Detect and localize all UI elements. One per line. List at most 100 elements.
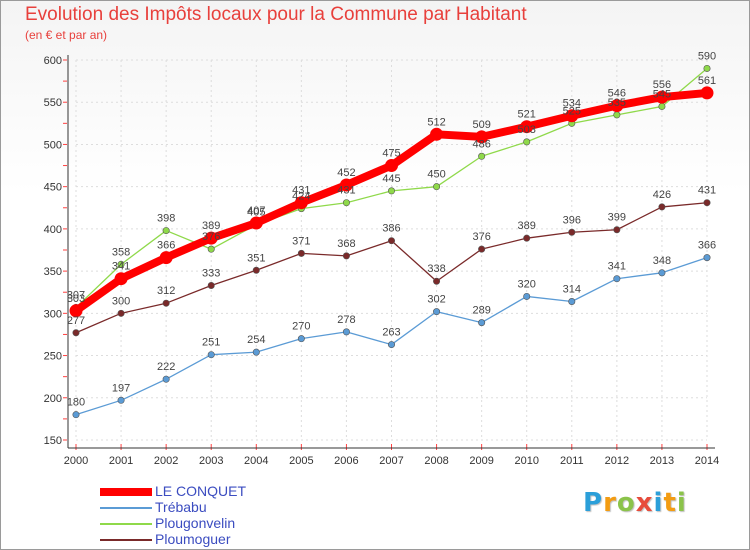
legend-item: LE CONQUET [100,483,380,500]
data-label: 424 [292,191,310,203]
data-point [162,299,170,307]
data-label: 371 [292,235,310,247]
data-point [252,266,260,274]
data-label: 366 [698,240,716,252]
data-point [478,245,486,253]
data-label: 525 [563,105,581,117]
data-point [162,227,170,235]
data-point [700,86,714,100]
data-point [433,183,441,191]
data-label: 431 [698,185,716,197]
y-tick-label: 400 [44,224,62,236]
data-label: 303 [67,293,85,305]
data-point [387,341,395,349]
data-label: 254 [247,334,265,346]
data-point [613,226,621,234]
data-point [658,203,666,211]
data-label: 222 [157,361,175,373]
legend-swatch [100,488,152,496]
y-tick-label: 300 [44,308,62,320]
y-tick-label: 150 [44,435,62,447]
data-label: 486 [472,138,490,150]
logo-letter: t [663,488,677,518]
data-point [207,281,215,289]
data-label: 396 [563,214,581,226]
data-label: 341 [112,261,130,273]
data-point [159,251,173,265]
logo-letter: r [603,488,617,518]
data-label: 534 [563,98,581,110]
data-label: 376 [472,231,490,243]
data-label: 348 [653,255,671,267]
data-point [610,99,624,113]
x-tick-label: 2008 [424,455,448,467]
x-tick-label: 2012 [605,455,629,467]
data-label: 270 [292,321,310,333]
data-point [655,90,669,104]
data-point [342,252,350,260]
y-tick-label: 600 [44,55,62,67]
data-point [478,152,486,160]
data-label: 475 [382,148,400,160]
data-point [703,199,711,207]
y-tick-label: 500 [44,139,62,151]
x-tick-label: 2011 [560,455,584,467]
data-label: 590 [698,50,716,62]
data-point [433,277,441,285]
data-point [204,231,218,245]
data-point [568,228,576,236]
legend-item: Ploumoguer [100,531,380,548]
data-label: 197 [112,382,130,394]
data-label: 314 [563,284,581,296]
x-tick-label: 2010 [514,455,538,467]
data-label: 277 [67,315,85,327]
data-label: 320 [518,278,536,290]
logo-letter: o [616,488,636,518]
x-tick-label: 2005 [289,455,313,467]
data-label: 300 [112,295,130,307]
data-label: 368 [337,238,355,250]
data-point [342,199,350,207]
data-label: 376 [202,231,220,243]
legend-swatch [100,507,152,509]
data-point [162,375,170,383]
data-point [703,64,711,72]
data-point [297,335,305,343]
data-label: 389 [202,220,220,232]
y-tick-label: 200 [44,393,62,405]
data-label: 312 [157,285,175,297]
x-tick-label: 2001 [109,455,133,467]
data-point [568,298,576,306]
x-tick-label: 2003 [199,455,223,467]
legend-label: Ploumoguer [155,531,231,547]
data-point [387,187,395,195]
data-point [475,130,489,144]
logo-letter: i [653,488,664,518]
data-point [72,329,80,337]
data-label: 366 [157,240,175,252]
logo-letter: x [635,488,654,518]
data-point [69,304,83,318]
data-point [297,249,305,257]
data-label: 450 [427,169,445,181]
data-point [339,178,353,192]
data-label: 341 [608,261,626,273]
data-point [703,254,711,262]
data-label: 512 [427,116,445,128]
x-tick-label: 2000 [64,455,88,467]
logo-letter: P [583,488,604,518]
data-label: 405 [247,207,265,219]
data-point [249,216,263,230]
data-point [523,234,531,242]
y-tick-label: 350 [44,266,62,278]
x-tick-label: 2013 [650,455,674,467]
data-label: 431 [292,185,310,197]
legend-label: Plougonvelin [155,515,236,531]
data-label: 545 [653,88,671,100]
x-tick-label: 2007 [379,455,403,467]
x-tick-label: 2006 [334,455,358,467]
x-tick-label: 2009 [469,455,493,467]
data-label: 389 [518,220,536,232]
legend-item: Trébabu [100,499,380,516]
data-label: 561 [698,75,716,87]
